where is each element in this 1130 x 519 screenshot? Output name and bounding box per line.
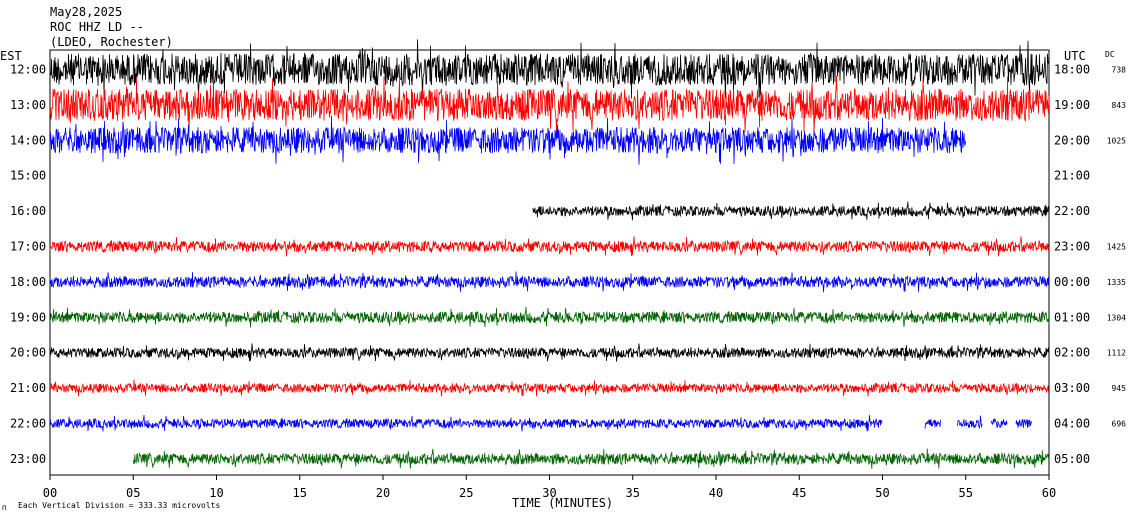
- utc-hour-label: 01:00: [1054, 310, 1090, 324]
- utc-hour-label: 00:00: [1054, 275, 1090, 289]
- utc-hour-label: 02:00: [1054, 346, 1090, 360]
- utc-hour-label: 21:00: [1054, 169, 1090, 183]
- trace-line-1200: [49, 39, 1050, 100]
- est-hour-label: 21:00: [10, 381, 46, 395]
- trace-line-1300: [49, 75, 1050, 134]
- est-hour-label: 14:00: [10, 133, 46, 147]
- x-tick-label: 40: [709, 486, 723, 500]
- trace-line-1400: [49, 115, 966, 165]
- trace-line-2200: [957, 415, 983, 430]
- dc-offset-value: 945: [1112, 384, 1127, 393]
- utc-hour-label: 18:00: [1054, 63, 1090, 77]
- network-name: (LDEO, Rochester): [50, 35, 173, 49]
- x-tick-label: 25: [459, 486, 473, 500]
- est-hour-label: 22:00: [10, 417, 46, 431]
- scale-icon: ∩: [2, 503, 7, 512]
- trace-line-1800: [49, 271, 1050, 293]
- est-zone-label: EST: [0, 49, 22, 63]
- utc-hour-label: 22:00: [1054, 204, 1090, 218]
- utc-hour-label: 04:00: [1054, 417, 1090, 431]
- x-tick-label: 55: [959, 486, 973, 500]
- x-tick-label: 15: [293, 486, 307, 500]
- trace-line-2200: [990, 418, 1008, 429]
- trace-line-2200: [1015, 418, 1033, 428]
- est-hour-label: 17:00: [10, 240, 46, 254]
- station-code: ROC HHZ LD --: [50, 20, 144, 34]
- dc-offset-value: 696: [1112, 420, 1127, 429]
- vertical-division-note: Each Vertical Division = 333.33 microvol…: [18, 501, 220, 510]
- seismic-traces: [49, 39, 1050, 469]
- utc-hour-label: 19:00: [1054, 98, 1090, 112]
- est-hour-label: 19:00: [10, 310, 46, 324]
- utc-zone-label: UTC: [1064, 49, 1086, 63]
- x-tick-label: 45: [792, 486, 806, 500]
- trace-line-1700: [49, 236, 1050, 257]
- trace-line-2200: [49, 414, 883, 432]
- dc-header-label: DC: [1105, 50, 1115, 59]
- dc-offset-value: 1335: [1107, 278, 1126, 287]
- x-tick-label: 50: [875, 486, 889, 500]
- est-hour-label: 18:00: [10, 275, 46, 289]
- dc-offset-value: 1112: [1107, 349, 1126, 358]
- est-hour-label: 16:00: [10, 204, 46, 218]
- row-labels: 12:00 18:00 738 13:00 19:00 843 14:00 20:00 1025…: [10, 63, 1126, 466]
- utc-hour-label: 05:00: [1054, 452, 1090, 466]
- x-tick-label: 35: [626, 486, 640, 500]
- x-axis-label: TIME (MINUTES): [512, 496, 613, 510]
- trace-line-2100: [49, 379, 1050, 397]
- x-tick-label: 60: [1042, 486, 1056, 500]
- trace-line-2300: [132, 448, 1050, 469]
- trace-line-2200: [924, 419, 941, 429]
- dc-offset-value: 1425: [1107, 243, 1126, 252]
- x-axis-ticks: 00 05 10 15 20 25 30 35 40 45 50 55 60: [43, 475, 1056, 500]
- utc-hour-label: 03:00: [1054, 381, 1090, 395]
- est-hour-label: 15:00: [10, 169, 46, 183]
- x-tick-label: 20: [376, 486, 390, 500]
- dc-offset-value: 738: [1112, 66, 1127, 75]
- trace-line-1600: [532, 201, 1050, 221]
- dc-offset-value: 1304: [1107, 313, 1126, 322]
- est-hour-label: 12:00: [10, 63, 46, 77]
- trace-line-2000: [49, 343, 1050, 362]
- est-hour-label: 20:00: [10, 346, 46, 360]
- est-hour-label: 13:00: [10, 98, 46, 112]
- x-tick-label: 10: [209, 486, 223, 500]
- chart-date: May28,2025: [50, 5, 122, 19]
- x-tick-label: 05: [126, 486, 140, 500]
- dc-offset-value: 843: [1112, 101, 1127, 110]
- trace-line-1900: [49, 306, 1050, 328]
- est-hour-label: 23:00: [10, 452, 46, 466]
- dc-offset-value: 1025: [1107, 136, 1126, 145]
- x-tick-label: 30: [542, 486, 556, 500]
- utc-hour-label: 20:00: [1054, 133, 1090, 147]
- x-tick-label: 00: [43, 486, 57, 500]
- utc-hour-label: 23:00: [1054, 240, 1090, 254]
